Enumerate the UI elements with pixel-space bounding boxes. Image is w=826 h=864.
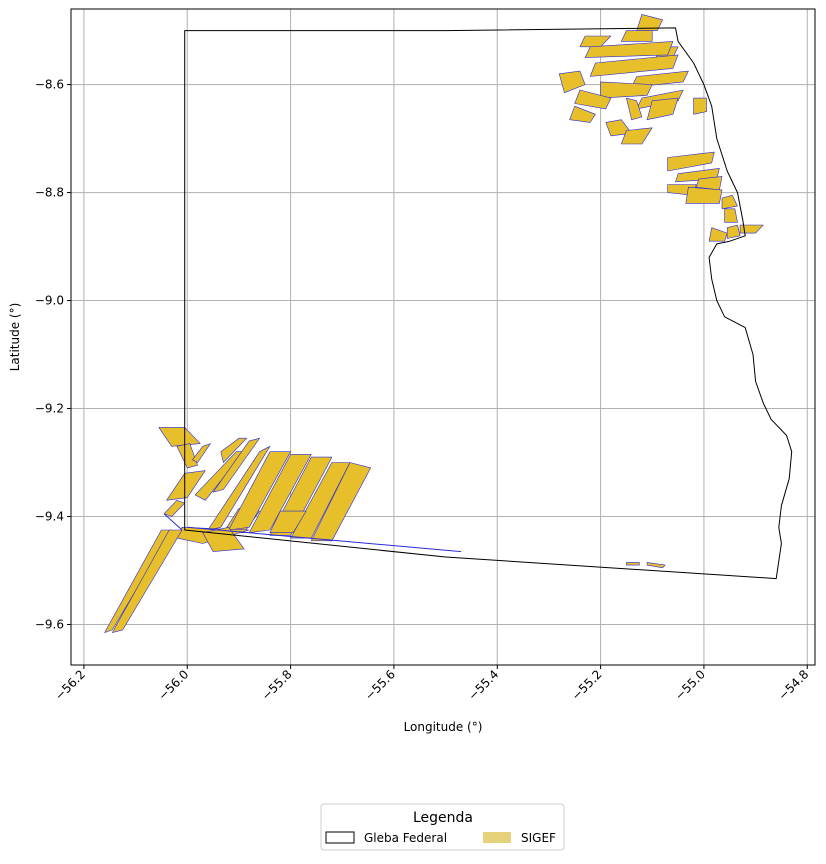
grid-layer xyxy=(71,9,815,665)
gleba-federal-layer xyxy=(184,27,793,580)
sigef-parcel xyxy=(192,443,211,463)
sigef-parcel xyxy=(620,127,653,145)
sigef-parcel xyxy=(589,54,679,77)
sigef-parcel xyxy=(574,89,612,110)
y-tick-label: −9.6 xyxy=(35,618,64,632)
sigef-parcel xyxy=(693,97,707,115)
sigef-parcel xyxy=(228,451,291,531)
sigef-parcel xyxy=(685,186,723,204)
x-tick-label: −55.6 xyxy=(362,667,398,703)
sigef-parcel xyxy=(212,437,260,493)
sigef-parcel xyxy=(220,437,247,463)
sigef-parcel xyxy=(667,151,715,172)
sigef-parcel xyxy=(269,510,307,534)
x-tick-label: −55.8 xyxy=(259,667,295,703)
sigef-parcel xyxy=(721,195,738,210)
sigef-parcel xyxy=(558,70,586,93)
legend-title: Legenda xyxy=(413,810,473,826)
sigef-parcel-edge xyxy=(187,526,462,553)
sigef-parcel xyxy=(310,462,372,542)
x-axis-label: Longitude (°) xyxy=(404,720,483,734)
y-tick-label: −8.8 xyxy=(35,186,64,200)
legend-label-sigef: SIGEF xyxy=(521,831,556,845)
legend: Legenda Gleba Federal SIGEF xyxy=(320,803,565,851)
legend-swatch-sigef xyxy=(483,832,511,843)
x-tick-label: −56.0 xyxy=(155,667,191,703)
x-tick-label: −55.4 xyxy=(465,667,501,703)
sigef-parcel xyxy=(569,105,596,123)
y-axis-ticks: −8.6 −8.8 −9.0 −9.2 −9.4 −9.6 xyxy=(35,78,71,632)
sigef-parcel xyxy=(112,529,183,633)
sigef-parcel xyxy=(166,470,206,501)
sigef-layer xyxy=(104,14,764,633)
y-tick-label: −9.4 xyxy=(35,510,64,524)
x-tick-label: −56.2 xyxy=(52,667,88,703)
y-tick-label: −8.6 xyxy=(35,78,64,92)
x-axis-ticks: −56.2 −56.0 −55.8 −55.6 −55.4 −55.2 −55.0 −54.8 xyxy=(52,665,811,703)
sigef-parcel xyxy=(176,443,198,469)
sigef-parcel xyxy=(646,562,666,569)
axes-frame xyxy=(70,8,816,666)
x-tick-label: −55.0 xyxy=(672,667,708,703)
sigef-parcel xyxy=(207,445,271,531)
sigef-parcel xyxy=(724,208,738,223)
y-tick-label: −9.2 xyxy=(35,402,64,416)
sigef-parcel xyxy=(620,30,653,42)
sigef-parcel xyxy=(726,224,741,239)
x-tick-label: −54.8 xyxy=(775,667,811,703)
sigef-parcel xyxy=(708,227,728,242)
sigef-parcel xyxy=(163,499,185,517)
y-axis-label: Latitude (°) xyxy=(8,303,22,372)
gleba-federal-boundary xyxy=(184,27,793,580)
legend-label-gleba-federal: Gleba Federal xyxy=(364,831,447,845)
x-tick-label: −55.2 xyxy=(569,667,605,703)
legend-swatch-gleba-federal xyxy=(325,831,355,844)
sigef-parcel xyxy=(248,454,312,534)
sigef-parcel xyxy=(646,97,679,120)
sigef-parcel xyxy=(636,14,663,31)
sigef-parcel xyxy=(584,41,674,58)
sigef-parcel xyxy=(626,562,640,566)
sigef-parcel xyxy=(579,35,612,48)
sigef-parcel xyxy=(158,427,201,447)
sigef-parcel xyxy=(739,224,764,234)
sigef-parcel xyxy=(600,81,653,99)
sigef-parcel xyxy=(626,97,643,120)
sigef-parcel-edge xyxy=(163,513,183,531)
y-tick-label: −9.0 xyxy=(35,294,64,308)
